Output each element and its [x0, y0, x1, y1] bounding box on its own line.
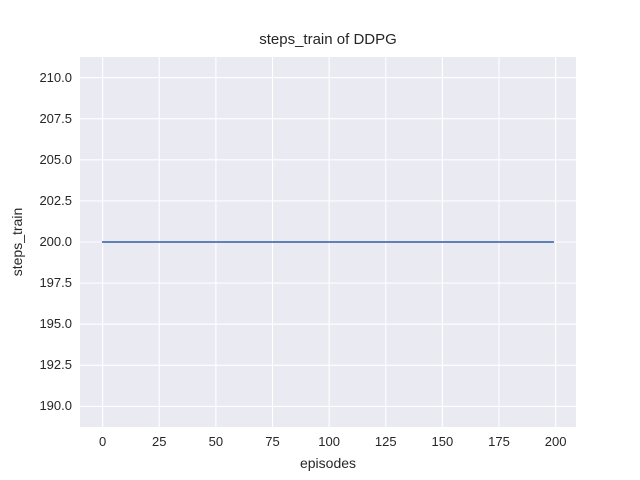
x-tick-label: 0	[99, 434, 107, 449]
x-tick-label: 100	[318, 434, 340, 449]
x-tick-label: 125	[374, 434, 397, 449]
x-tick-label: 50	[208, 434, 224, 449]
y-tick-label: 197.5	[39, 275, 72, 291]
x-tick-label: 75	[265, 434, 280, 449]
x-tick-label: 150	[431, 434, 454, 449]
y-tick-label: 202.5	[39, 192, 72, 208]
y-tick-label: 195.0	[39, 316, 72, 332]
x-tick-label: 200	[544, 434, 567, 449]
x-axis-label: episodes	[299, 455, 357, 471]
y-tick-label: 200.0	[39, 234, 72, 249]
y-tick-label: 207.5	[39, 110, 72, 126]
y-tick-label: 210.0	[39, 69, 72, 85]
x-tick-label: 25	[152, 434, 167, 449]
y-tick-label: 205.0	[39, 151, 72, 167]
x-tick-label: 175	[488, 434, 510, 449]
y-tick-label: 192.5	[39, 357, 72, 373]
y-tick-label: 190.0	[39, 398, 72, 414]
chart-title: steps_train of DDPG	[259, 31, 397, 48]
